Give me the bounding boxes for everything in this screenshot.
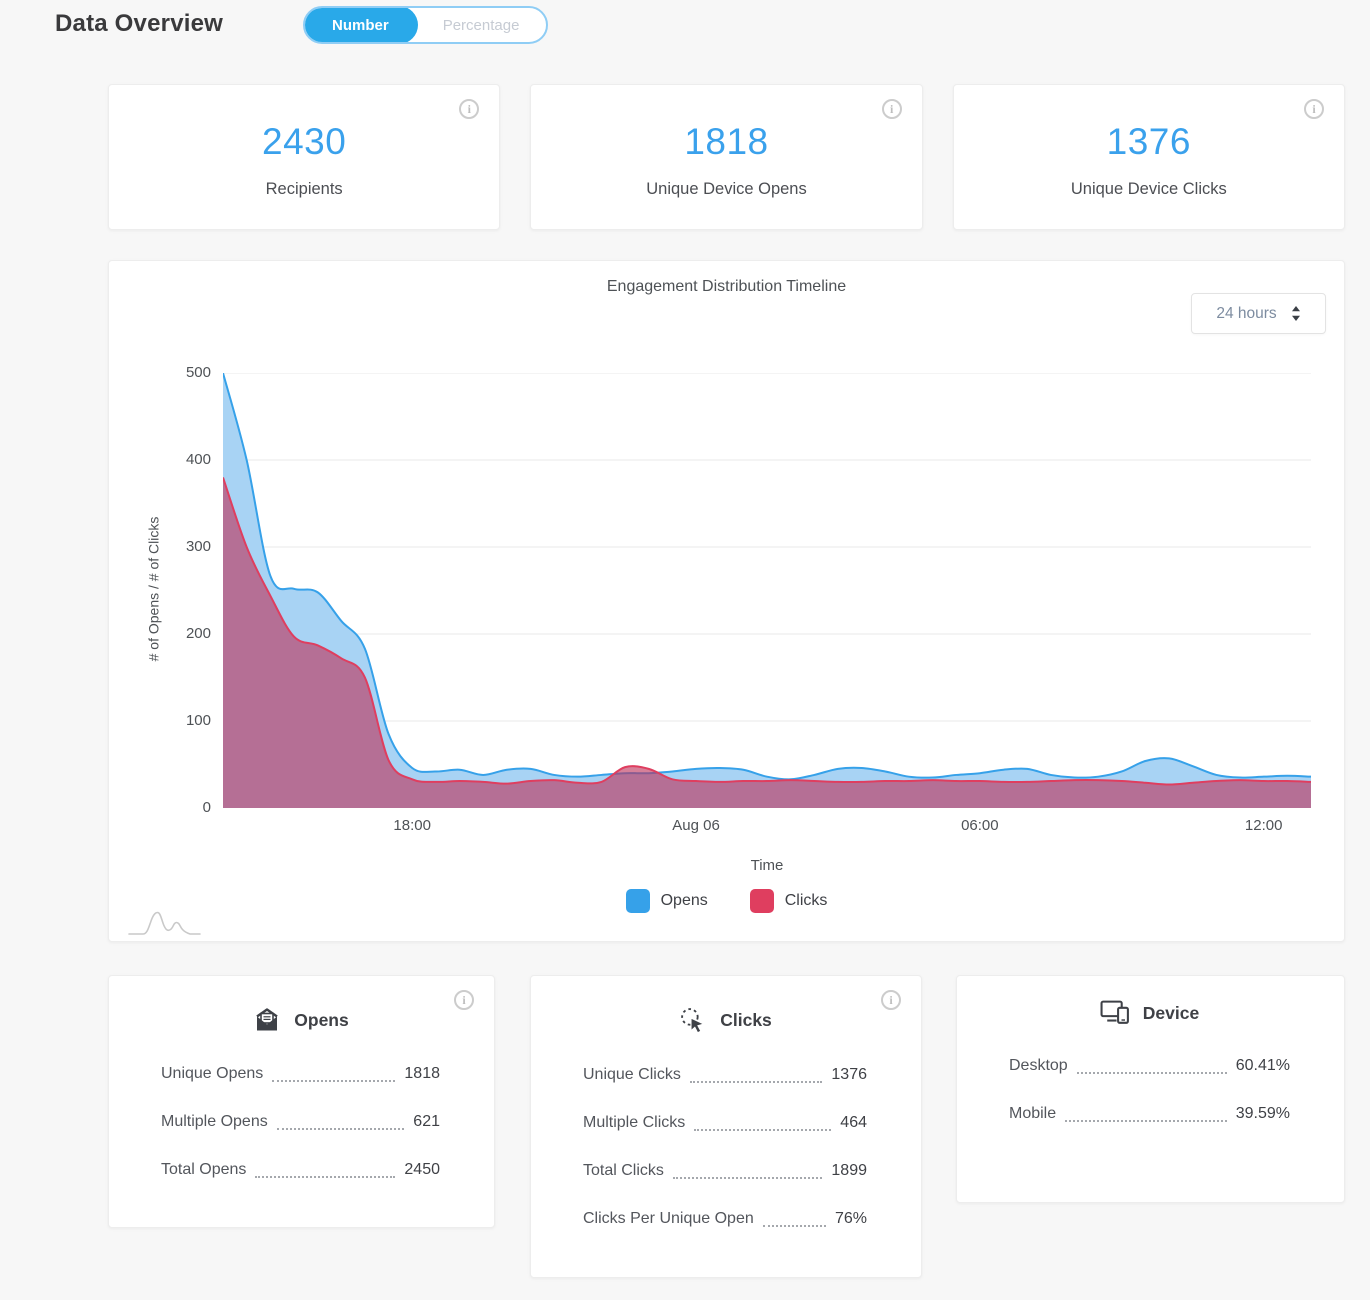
legend-swatch [625,889,650,913]
dotted-leader [694,1115,832,1131]
stat-card-unique-device-opens: i 1818 Unique Device Opens [530,84,923,230]
dotted-leader [255,1162,396,1178]
legend-label: Opens [660,892,708,909]
select-arrows-icon [1291,306,1300,321]
metric-row: Mobile 39.59% [1009,1090,1290,1138]
legend-swatch [749,889,774,913]
metric-value: 1376 [831,1066,867,1083]
metric-row: Clicks Per Unique Open 76% [583,1195,867,1243]
time-range-value: 24 hours [1216,304,1277,322]
page-title: Data Overview [55,10,224,37]
number-percentage-toggle: Number Percentage [303,6,549,44]
dotted-leader [1065,1106,1227,1122]
metric-label: Unique Opens [161,1065,264,1082]
time-range-select[interactable]: 24 hours [1191,293,1326,334]
stat-value: 1376 [1106,121,1191,162]
info-icon[interactable]: i [454,990,474,1010]
dotted-leader [689,1067,823,1083]
dotted-leader [272,1066,396,1082]
chart-title: Engagement Distribution Timeline [606,278,847,295]
dotted-leader [762,1211,826,1227]
toggle-number[interactable]: Number [305,8,418,42]
x-tick-label: Aug 06 [672,817,720,834]
metric-label: Multiple Opens [161,1113,268,1130]
metric-row: Unique Opens 1818 [161,1050,440,1098]
stat-value: 1818 [684,121,769,162]
y-tick-label: 0 [202,799,211,816]
info-icon[interactable]: i [1303,99,1324,119]
y-tick-label: 100 [185,712,211,729]
metric-label: Multiple Clicks [583,1114,686,1131]
info-icon[interactable]: i [881,990,901,1010]
stat-card-unique-device-clicks: i 1376 Unique Device Clicks [952,84,1345,230]
stat-label: Unique Device Opens [646,180,807,198]
metric-rows: Unique Clicks 1376 Multiple Clicks 464 Total… [583,1051,867,1243]
stat-card-recipients: i 2430 Recipients [108,84,501,230]
card-title-row: Opens [161,1006,440,1034]
clicks-breakdown-card: i Clicks Unique Clicks 1376 Multiple Clicks 4… [530,975,922,1278]
metric-value: 464 [840,1114,867,1131]
metric-value: 1899 [831,1162,867,1179]
stat-value: 2430 [262,121,347,162]
y-tick-label: 300 [185,538,211,555]
metric-label: Total Opens [161,1161,247,1178]
card-title-row: Clicks [583,1006,867,1035]
metric-label: Clicks Per Unique Open [583,1210,754,1227]
x-axis-label: Time [750,857,784,874]
x-tick-label: 18:00 [393,817,431,834]
legend-item-opens[interactable]: Opens [625,889,708,913]
metric-value: 39.59% [1235,1105,1290,1122]
device-breakdown-card: Device Desktop 60.41% Mobile 39.59% [956,975,1345,1203]
legend-item-clicks[interactable]: Clicks [749,889,828,913]
metric-value: 60.41% [1235,1057,1290,1074]
dotted-leader [672,1163,823,1179]
y-tick-label: 200 [185,625,211,642]
opens-breakdown-card: i Opens Unique Opens 1818 Multiple Opens 621 T… [108,975,495,1228]
area-chart-plot[interactable] [223,373,1311,808]
metric-label: Mobile [1009,1105,1057,1122]
metric-row: Total Clicks 1899 [583,1147,867,1195]
metric-row: Multiple Opens 621 [161,1098,440,1146]
metric-label: Total Clicks [583,1162,664,1179]
envelope-open-icon [252,1006,282,1034]
card-title: Opens [294,1009,349,1030]
metric-value: 621 [413,1113,440,1130]
devices-icon [1100,1000,1131,1026]
metric-value: 2450 [404,1161,440,1178]
stat-label: Unique Device Clicks [1070,180,1227,198]
stat-card-row: i 2430 Recipients i 1818 Unique Device Opens i… [108,84,1345,230]
metric-row: Unique Clicks 1376 [583,1051,867,1099]
metric-label: Unique Clicks [583,1066,681,1083]
metric-row: Desktop 60.41% [1009,1042,1290,1090]
engagement-timeline-card: Engagement Distribution Timeline 24 hour… [108,260,1345,942]
metric-label: Desktop [1009,1057,1068,1074]
y-tick-label: 400 [185,451,211,468]
card-title: Clicks [720,1010,772,1030]
x-tick-label: 06:00 [961,817,999,834]
legend-label: Clicks [784,892,828,909]
y-axis-label: # of Opens / # of Clicks [145,516,162,662]
dotted-leader [276,1114,405,1130]
info-icon[interactable]: i [459,99,480,119]
metric-row: Multiple Clicks 464 [583,1099,867,1147]
zoom-preview-sparkline-icon[interactable] [125,907,207,939]
chart-legend: Opens Clicks [109,889,1344,913]
metric-value: 76% [834,1210,867,1227]
metric-row: Total Opens 2450 [161,1146,440,1194]
card-title: Device [1142,1002,1200,1023]
cursor-click-icon [678,1006,708,1035]
y-tick-label: 500 [185,364,211,381]
toggle-percentage[interactable]: Percentage [442,16,520,34]
metric-rows: Unique Opens 1818 Multiple Opens 621 Total O… [161,1050,440,1194]
metric-value: 1818 [404,1065,440,1082]
info-icon[interactable]: i [881,99,902,119]
stat-label: Recipients [265,180,343,198]
card-title-row: Device [1009,1000,1290,1026]
dotted-leader [1076,1058,1227,1074]
breakdown-card-row: i Opens Unique Opens 1818 Multiple Opens 621 T… [108,975,1345,1278]
metric-rows: Desktop 60.41% Mobile 39.59% [1009,1042,1290,1138]
x-tick-label: 12:00 [1244,817,1283,834]
